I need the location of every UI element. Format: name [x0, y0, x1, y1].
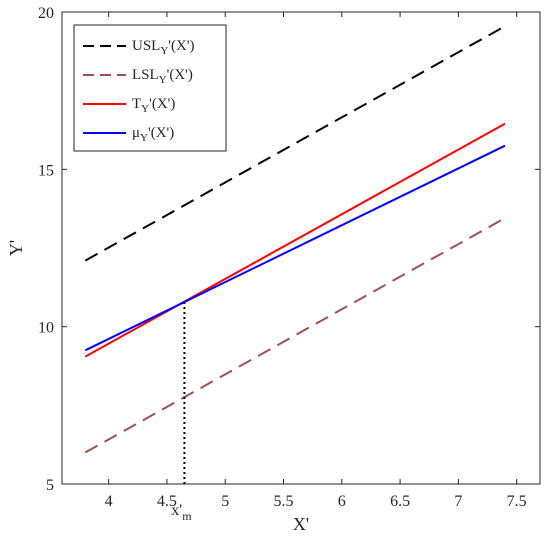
legend: USLY'(X') LSLY'(X') TY'(X') μY'(X')	[73, 24, 227, 152]
x-tick-label: 5	[221, 493, 229, 510]
y-tick-label: 10	[38, 320, 54, 337]
series-line-1	[84, 217, 506, 454]
x-tick-label: 4.5	[157, 493, 177, 510]
legend-entry-label: μY'(X')	[132, 125, 174, 144]
x-tick-label: 5.5	[274, 493, 294, 510]
annotations: x'm	[171, 301, 192, 523]
series-lines	[84, 25, 506, 454]
series-line-0	[84, 25, 506, 262]
x-axis-ticks: 4 4.5 5 5.5 6 6.5 7 7.5	[105, 12, 527, 510]
series-line-2	[84, 122, 506, 358]
legend-box	[73, 24, 227, 152]
y-axis-label: Y'	[6, 240, 26, 256]
x-m-label: x'm	[171, 502, 192, 523]
y-tick-label: 5	[46, 477, 54, 494]
legend-entry-label: TY'(X')	[132, 96, 175, 115]
y-tick-label: 20	[38, 5, 54, 22]
x-tick-label: 6	[338, 493, 346, 510]
legend-entry-label: LSLY'(X')	[132, 67, 193, 86]
y-tick-label: 15	[38, 162, 54, 179]
series-line-3	[84, 144, 506, 352]
x-tick-label: 7.5	[507, 493, 527, 510]
x-axis-label: X'	[293, 514, 309, 534]
x-tick-label: 7	[454, 493, 462, 510]
plot-frame	[61, 11, 541, 485]
y-axis-ticks: 5 10 15 20	[38, 5, 540, 494]
legend-entry-label: USLY'(X')	[132, 38, 195, 57]
x-tick-label: 6.5	[390, 493, 410, 510]
x-tick-label: 4	[105, 493, 113, 510]
